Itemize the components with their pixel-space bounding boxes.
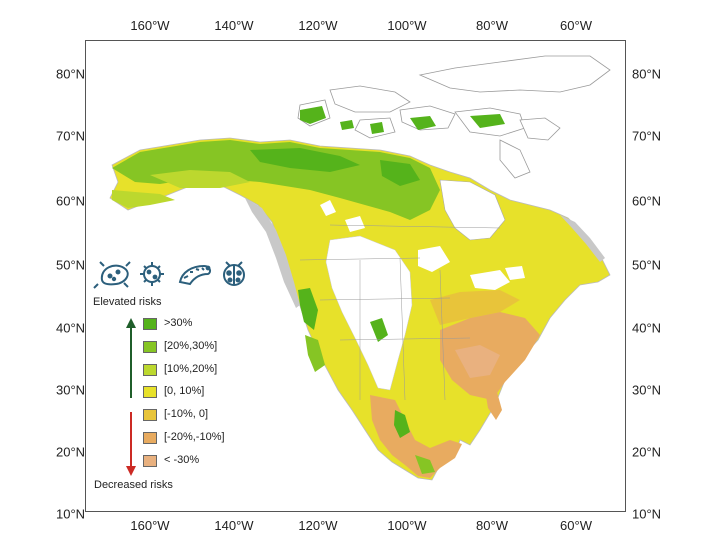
lon-label-top-120w: 120°W (298, 18, 338, 33)
admin-boundaries (299, 224, 501, 401)
legend-label: < -30% (164, 454, 200, 466)
lat-label-left-20n: 20°N (56, 444, 86, 460)
lat-label-right-70n: 70°N (632, 128, 662, 144)
lat-label-right-50n: 50°N (632, 257, 662, 273)
lon-label-top-140w: 140°W (214, 18, 254, 33)
lon-label-top-160w: 160°W (130, 18, 170, 33)
legend-title-decreased: Decreased risks (94, 479, 173, 491)
hudson-bay (439, 179, 506, 241)
lon-label-top-80w: 80°W (476, 18, 508, 33)
legend-swatch (143, 386, 157, 398)
lat-label-left-80n: 80°N (56, 66, 86, 82)
legend-label: [0, 10%] (164, 385, 205, 397)
lon-label-bottom-140w: 140°W (214, 518, 254, 533)
legend-swatch (143, 364, 157, 376)
lat-label-left-70n: 70°N (56, 128, 86, 144)
legend-swatch (143, 455, 157, 467)
legend-swatch (143, 341, 157, 353)
lon-label-bottom-80w: 80°W (476, 518, 508, 533)
legend-label: [-10%, 0] (164, 408, 209, 420)
lat-label-left-30n: 30°N (56, 382, 86, 398)
lon-label-bottom-120w: 120°W (298, 518, 338, 533)
lat-label-left-10n: 10°N (56, 506, 86, 522)
lon-label-bottom-100w: 100°W (387, 518, 427, 533)
lat-label-right-30n: 30°N (632, 382, 662, 398)
legend-swatch (143, 409, 157, 421)
legend-label: >30% (164, 317, 193, 329)
lat-label-left-60n: 60°N (56, 193, 86, 209)
lat-label-left-50n: 50°N (56, 257, 86, 273)
legend-swatch (143, 432, 157, 444)
coastal-no-data (245, 198, 300, 308)
lon-label-top-100w: 100°W (387, 18, 427, 33)
lat-label-left-40n: 40°N (56, 320, 86, 336)
lat-label-right-80n: 80°N (632, 66, 662, 82)
lat-label-right-60n: 60°N (632, 193, 662, 209)
lat-label-right-40n: 40°N (632, 320, 662, 336)
boreal-green (112, 140, 440, 220)
lat-label-right-20n: 20°N (632, 444, 662, 460)
legend-title-elevated: Elevated risks (93, 296, 162, 308)
great-plains-no-data (325, 235, 413, 391)
legend-label: [20%,30%] (164, 340, 218, 352)
lat-label-right-10n: 10°N (632, 506, 662, 522)
legend-swatch (143, 318, 157, 330)
mexico (370, 395, 462, 478)
arctic-green-patches (300, 106, 505, 134)
lon-label-bottom-160w: 160°W (130, 518, 170, 533)
legend-label: [-20%,-10%] (164, 431, 225, 443)
lon-label-bottom-60w: 60°W (560, 518, 592, 533)
legend-label: [10%,20%] (164, 363, 218, 375)
lon-label-top-60w: 60°W (560, 18, 592, 33)
